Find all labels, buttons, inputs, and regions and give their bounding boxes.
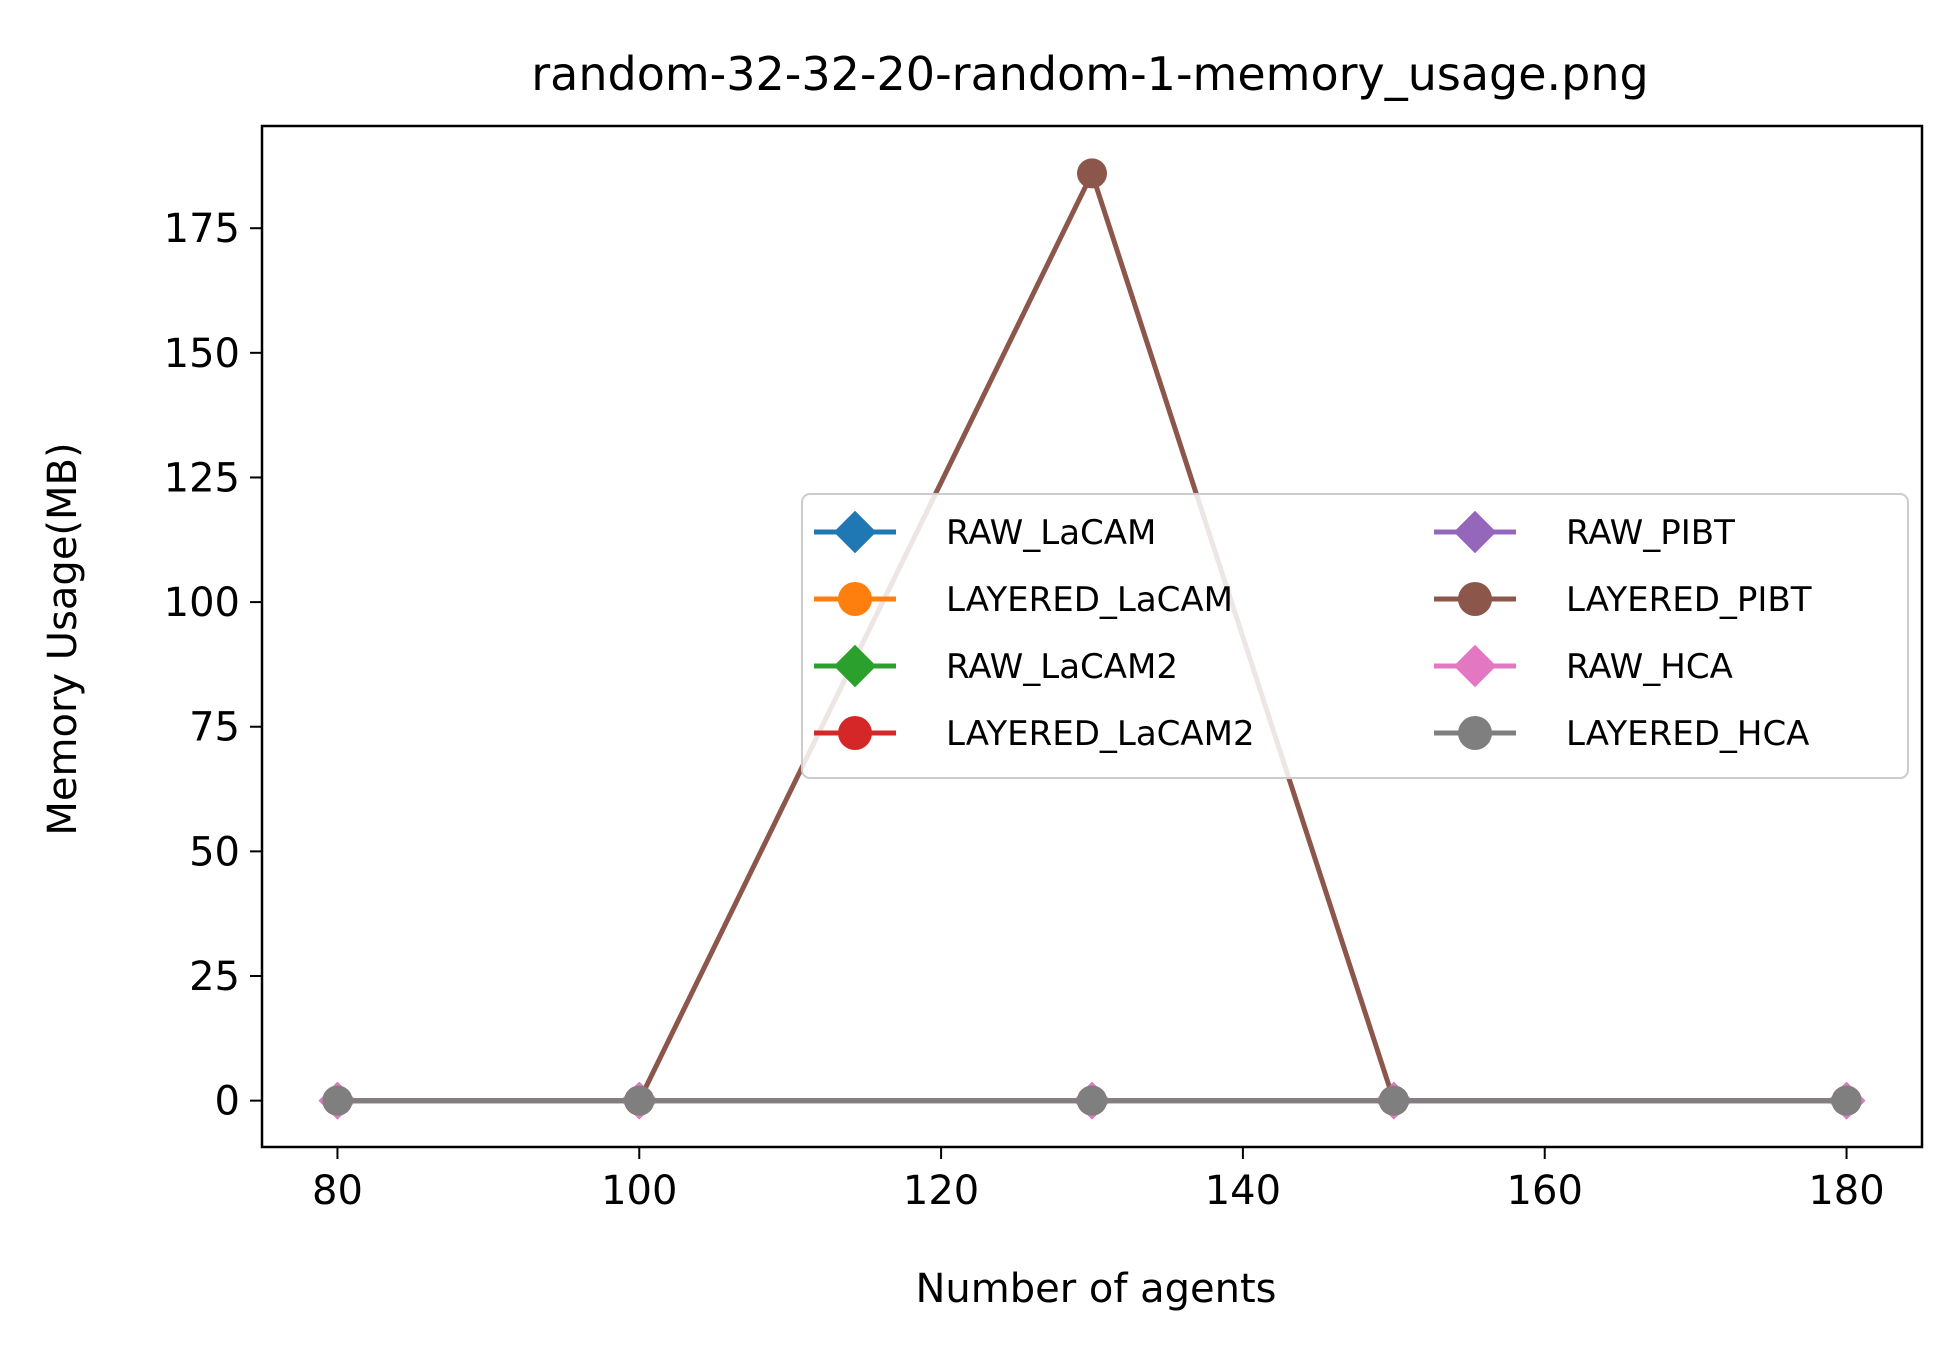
legend-swatch-marker [838,716,872,750]
legend-swatch-marker [1453,510,1497,554]
x-tick-label: 100 [601,1168,677,1214]
y-tick-label: 25 [189,954,240,1000]
legend-label: RAW_LaCAM2 [946,647,1178,687]
data-point [1831,1085,1862,1116]
legend-label: RAW_PIBT [1566,513,1735,553]
legend-swatch-marker [838,582,872,616]
legend-label: LAYERED_LaCAM [946,580,1233,620]
chart-title: random-32-32-20-random-1-memory_usage.pn… [531,47,1648,101]
axes-frame [260,124,1924,1149]
data-point [1077,158,1107,189]
plot-area: 80 100 120 140 160 180 0 25 50 75 100 125 150 175 RAW_… [164,124,1924,1214]
legend-item-LAYERED_HCA: LAYERED_HCA [1434,714,1809,754]
x-axis-label: Number of agents [915,1266,1276,1312]
legend-swatch-marker [833,510,877,554]
legend-swatch-marker [1458,582,1492,616]
legend-label: LAYERED_LaCAM2 [946,714,1255,754]
legend-item-RAW_LaCAM2: RAW_LaCAM2 [814,644,1178,688]
legend-label: RAW_HCA [1566,647,1733,687]
y-tick-label: 150 [164,331,240,377]
x-tick-label: 160 [1507,1168,1583,1214]
y-tick-label: 175 [164,206,240,252]
x-tick-label: 180 [1808,1168,1884,1214]
legend-box [801,493,1909,779]
series-LAYERED_HCA [322,1085,1862,1116]
y-axis-label: Memory Usage(MB) [40,442,86,835]
data-point [1077,1085,1107,1116]
legend-item-LAYERED_PIBT: LAYERED_PIBT [1434,580,1812,620]
y-tick-label: 100 [164,580,240,626]
legend-label: LAYERED_HCA [1566,714,1809,754]
legend-item-RAW_PIBT: RAW_PIBT [1434,510,1735,554]
legend-item-RAW_LaCAM: RAW_LaCAM [814,510,1156,554]
y-tick-label: 125 [164,455,240,501]
legend-item-RAW_HCA: RAW_HCA [1434,644,1733,688]
legend-label: RAW_LaCAM [946,513,1156,553]
legend: RAW_LaCAM LAYERED_LaCAM RAW_LaCAM2 LAYERED_… [801,493,1909,779]
x-tick-label: 140 [1205,1168,1281,1214]
y-tick-label: 75 [189,705,240,751]
legend-item-LAYERED_LaCAM: LAYERED_LaCAM [814,580,1233,620]
legend-swatch-marker [833,644,877,688]
x-tick-label: 80 [312,1168,363,1214]
x-tick-label: 120 [903,1168,979,1214]
data-point [322,1085,353,1116]
legend-swatch-marker [1458,716,1492,750]
data-point [624,1085,655,1116]
legend-swatch-marker [1453,644,1497,688]
legend-item-LAYERED_LaCAM2: LAYERED_LaCAM2 [814,714,1255,754]
data-point [1378,1085,1409,1116]
legend-label: LAYERED_PIBT [1566,580,1812,620]
y-tick-label: 50 [189,829,240,875]
y-tick-label: 0 [215,1079,240,1125]
